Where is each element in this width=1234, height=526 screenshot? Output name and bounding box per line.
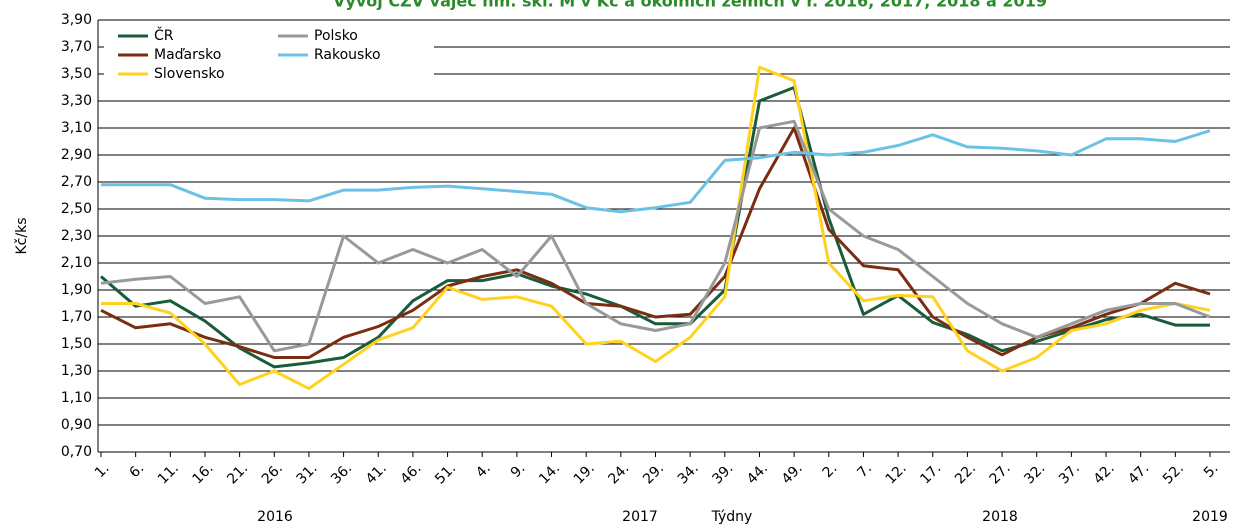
y-tick-label: 0,70 bbox=[61, 444, 92, 460]
y-tick-label: 3,10 bbox=[61, 120, 92, 136]
year-label: 2017 bbox=[622, 509, 658, 525]
chart-title: Vývoj CZV vajec hm. skl. M v Kč a okolní… bbox=[333, 0, 1047, 11]
y-tick-label: 1,50 bbox=[61, 336, 92, 352]
year-label: 2018 bbox=[982, 509, 1018, 525]
series-line bbox=[101, 129, 1211, 214]
x-axis-label: Týdny bbox=[711, 509, 753, 525]
legend-box bbox=[104, 24, 434, 90]
series-line bbox=[100, 119, 1211, 353]
y-tick-label: 1,10 bbox=[61, 390, 92, 406]
y-tick-label: 2,70 bbox=[61, 174, 92, 190]
legend-label: Maďarsko bbox=[154, 47, 221, 63]
y-tick-label: 1,70 bbox=[61, 309, 92, 325]
y-tick-label: 3,70 bbox=[61, 39, 92, 55]
y-tick-label: 1,30 bbox=[61, 363, 92, 379]
y-tick-label: 2,90 bbox=[61, 147, 92, 163]
y-tick-label: 3,50 bbox=[61, 66, 92, 82]
y-tick-label: 2,50 bbox=[61, 201, 92, 217]
y-tick-label: 2,10 bbox=[61, 255, 92, 271]
y-tick-label: 0,90 bbox=[61, 417, 92, 433]
legend-label: Polsko bbox=[314, 28, 358, 44]
series-line bbox=[101, 65, 1211, 391]
y-tick-label: 2,30 bbox=[61, 228, 92, 244]
year-label: 2019 bbox=[1192, 509, 1228, 525]
legend-label: ČR bbox=[154, 26, 174, 44]
y-axis-label: Kč/ks bbox=[14, 218, 30, 255]
series-line bbox=[100, 126, 1211, 359]
legend-label: Rakousko bbox=[314, 47, 381, 63]
y-tick-label: 3,30 bbox=[61, 93, 92, 109]
year-label: 2016 bbox=[257, 509, 293, 525]
y-tick-label: 1,90 bbox=[61, 282, 92, 298]
legend-label: Slovensko bbox=[154, 66, 225, 82]
y-tick-label: 3,90 bbox=[61, 12, 92, 28]
